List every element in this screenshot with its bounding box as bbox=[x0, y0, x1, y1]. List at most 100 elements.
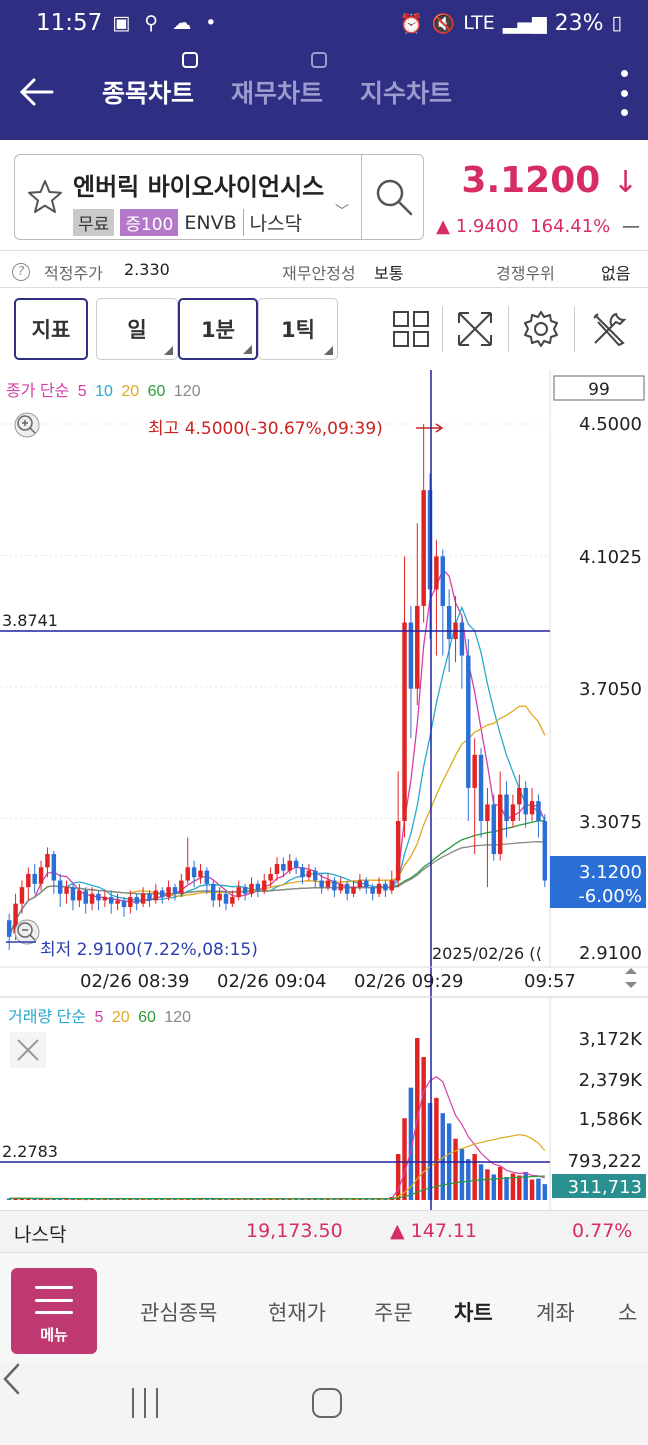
candle-body bbox=[376, 883, 382, 894]
volume-bar bbox=[121, 1198, 127, 1200]
tick-period-button[interactable]: 1틱 bbox=[258, 298, 338, 360]
volume-bar bbox=[236, 1198, 241, 1200]
volume-bar bbox=[102, 1198, 108, 1200]
chart-area[interactable]: 종가 단순 5 10 20 60 120 99 최고 4.5000(-3 bbox=[0, 370, 648, 1210]
tools-icon[interactable] bbox=[590, 310, 628, 348]
candle-body bbox=[351, 887, 356, 894]
network-label: LTE bbox=[463, 12, 495, 34]
tab-index-chart[interactable]: 지수차트 bbox=[360, 74, 452, 110]
home-icon[interactable] bbox=[312, 1388, 342, 1418]
candle-body bbox=[408, 622, 414, 689]
menu-item-order[interactable]: 주문 bbox=[374, 1301, 413, 1325]
tab-stock-chart[interactable]: 종목차트 bbox=[102, 52, 199, 110]
layout-grid-icon[interactable] bbox=[392, 310, 430, 348]
candle-body bbox=[395, 820, 401, 881]
volume-bar bbox=[306, 1198, 312, 1200]
ma-line-5 bbox=[8, 568, 546, 938]
status-bar: 11:57 ▣ ⚲ ☁ • ⏰ 🔇 LTE ▂▄▆ 23% ▯ bbox=[0, 0, 648, 46]
recent-apps-icon[interactable] bbox=[132, 1388, 158, 1418]
candle-body bbox=[370, 887, 375, 894]
candle-body bbox=[466, 655, 471, 788]
close-icon[interactable] bbox=[10, 1032, 46, 1068]
copy-icon bbox=[182, 52, 199, 68]
volume-bar bbox=[287, 1198, 292, 1200]
chart-toolbar: 지표 일 1분 1틱 bbox=[0, 288, 648, 370]
volume-bar bbox=[529, 1179, 535, 1200]
tab-financial-chart[interactable]: 재무차트 bbox=[231, 52, 328, 110]
volume-bar bbox=[262, 1198, 267, 1200]
volume-bar bbox=[211, 1198, 216, 1200]
menu-item-more[interactable]: 소 bbox=[618, 1301, 638, 1325]
candle-body bbox=[389, 880, 395, 891]
menu-item-watchlist[interactable]: 관심종목 bbox=[140, 1301, 218, 1325]
candle-body bbox=[185, 867, 190, 881]
more-menu-icon[interactable] bbox=[618, 70, 630, 116]
zoom-in-icon[interactable] bbox=[14, 412, 40, 438]
menu-item-quote[interactable]: 현재가 bbox=[268, 1301, 326, 1325]
scroll-updown-icon[interactable] bbox=[625, 968, 637, 988]
crosshair-price: 3.8741 bbox=[2, 611, 58, 630]
x-tick-label: 02/26 09:04 bbox=[217, 971, 326, 992]
candle-body bbox=[440, 556, 446, 606]
price-volume-chart[interactable]: 종가 단순 5 10 20 60 120 99 최고 4.5000(-3 bbox=[0, 370, 648, 1210]
volume-bar bbox=[166, 1198, 171, 1200]
volume-bar bbox=[408, 1087, 414, 1200]
gear-icon[interactable] bbox=[522, 310, 560, 348]
candle-body bbox=[287, 860, 292, 871]
change-percent: 164.41% bbox=[530, 216, 611, 237]
candle-body bbox=[217, 893, 222, 901]
menu-item-chart[interactable]: 차트 bbox=[454, 1301, 493, 1325]
volume-bar bbox=[466, 1159, 471, 1200]
clock: 11:57 bbox=[36, 10, 103, 36]
stock-selector[interactable]: 엔버릭 바이오사이언시스 ﹀ 무료 증100 ENVB 나스닥 bbox=[14, 154, 424, 240]
ma-line-20 bbox=[8, 705, 546, 938]
star-icon[interactable] bbox=[25, 177, 65, 217]
vol-current-tag: 311,713 bbox=[568, 1177, 642, 1198]
candle-body bbox=[517, 787, 522, 805]
candle-body bbox=[159, 890, 165, 898]
candle-body bbox=[45, 854, 50, 868]
candle-body bbox=[319, 880, 324, 888]
free-badge: 무료 bbox=[73, 209, 115, 236]
current-price-box bbox=[550, 856, 646, 908]
help-icon[interactable]: ? bbox=[12, 260, 30, 281]
candle-body bbox=[491, 804, 497, 855]
market-label: 나스닥 bbox=[242, 209, 302, 236]
mute-icon: 🔇 bbox=[431, 12, 456, 35]
candle-body bbox=[57, 880, 63, 894]
back-arrow-icon[interactable] bbox=[16, 72, 56, 112]
volume-bar bbox=[281, 1198, 286, 1200]
y-tick-label: 2.9100 bbox=[579, 943, 642, 964]
index-ticker[interactable]: 나스닥 19,173.50 ▲ 147.11 0.77% bbox=[0, 1210, 648, 1252]
system-navigation bbox=[0, 1362, 648, 1445]
volume-bar bbox=[204, 1198, 210, 1200]
zoom-out-icon[interactable] bbox=[14, 919, 40, 945]
volume-bar bbox=[517, 1175, 522, 1200]
back-nav-icon[interactable] bbox=[0, 1362, 24, 1396]
volume-bar bbox=[364, 1198, 369, 1200]
volume-bar bbox=[536, 1178, 541, 1200]
price-down-arrow-icon: ↓ bbox=[612, 165, 638, 200]
minute-period-button[interactable]: 1분 bbox=[178, 298, 258, 360]
volume-bar bbox=[427, 1102, 433, 1200]
ma-line-120 bbox=[8, 841, 545, 938]
menu-item-account[interactable]: 계좌 bbox=[536, 1301, 575, 1325]
day-period-button[interactable]: 일 bbox=[96, 298, 178, 360]
tick-label: 1틱 bbox=[281, 318, 315, 342]
search-button[interactable] bbox=[361, 155, 423, 239]
x-tick-label: 02/26 09:29 bbox=[354, 971, 463, 992]
expand-icon[interactable] bbox=[456, 310, 494, 348]
volume-bar bbox=[6, 1198, 12, 1200]
menu-button[interactable]: 메뉴 bbox=[11, 1268, 97, 1354]
tab-label: 지수차트 bbox=[360, 79, 453, 108]
stock-badges: 무료 증100 ENVB 나스닥 bbox=[73, 209, 302, 236]
candle-body bbox=[134, 897, 139, 904]
price-change: ▲ 1.9400 164.41% — bbox=[436, 216, 640, 237]
indicator-button[interactable]: 지표 bbox=[14, 298, 88, 360]
fair-price-value: 2.330 bbox=[124, 260, 170, 279]
candle-body bbox=[402, 622, 407, 821]
candle-body bbox=[211, 883, 216, 901]
candle-body bbox=[255, 883, 261, 891]
battery-icon: ▯ bbox=[611, 12, 622, 34]
count-box[interactable] bbox=[553, 375, 645, 401]
